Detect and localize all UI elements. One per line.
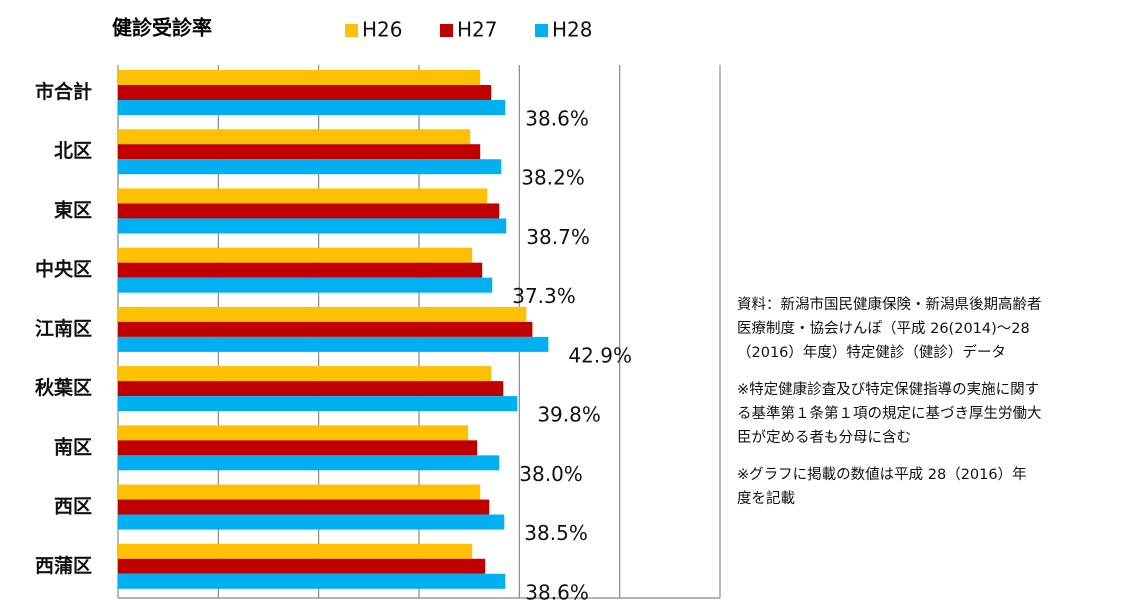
bar	[118, 573, 506, 589]
note-line: ※グラフに掲載の数値は平成 28（2016）年	[737, 467, 1027, 483]
bar	[118, 247, 473, 263]
value-label: 37.3%	[512, 284, 576, 308]
bar	[118, 144, 481, 160]
y-tick-label: 西蒲区	[35, 554, 92, 577]
bar	[118, 366, 492, 382]
value-label: 38.0%	[519, 462, 583, 486]
bar	[118, 218, 507, 234]
y-tick-label: 西区	[54, 496, 92, 518]
bar	[118, 321, 533, 337]
note-line: 度を記載	[737, 491, 795, 507]
note-line: 臣が定める者も分母に含む	[737, 430, 911, 446]
y-tick-label: 東区	[54, 198, 92, 221]
bar	[118, 100, 506, 115]
bar	[118, 499, 490, 515]
note-line: （2016）年度）特定健診（健診）データ	[737, 345, 1006, 361]
legend-label: H27	[457, 18, 498, 42]
value-label: 42.9%	[568, 343, 632, 367]
y-tick-label: 中央区	[35, 258, 92, 281]
value-label: 39.8%	[537, 403, 601, 427]
bar	[118, 336, 549, 352]
note: 資料：新潟市国民健康保険・新潟県後期高齢者 医療制度・協会けんぽ（平成 26(20…	[737, 293, 1042, 365]
legend-swatch	[345, 24, 358, 37]
value-label: 38.5%	[524, 521, 588, 545]
bar	[118, 203, 500, 219]
legend-label: H28	[552, 18, 593, 42]
legend-swatch	[535, 24, 548, 37]
bar	[118, 277, 493, 293]
bar	[118, 70, 481, 85]
bar	[118, 514, 505, 530]
chart-title: 健診受診率	[112, 16, 212, 40]
bar	[118, 425, 469, 441]
bar	[118, 381, 504, 397]
bar	[118, 262, 483, 278]
bar	[118, 129, 471, 145]
bar	[118, 543, 473, 559]
bar	[118, 558, 486, 574]
note-line: 資料：新潟市国民健康保険・新潟県後期高齢者	[737, 297, 1042, 313]
legend-swatch	[440, 24, 453, 37]
y-tick-label: 市合計	[35, 80, 92, 103]
bar	[118, 484, 481, 500]
value-label: 38.7%	[526, 225, 590, 249]
note-line: 医療制度・協会けんぽ（平成 26(2014)～28	[737, 321, 1030, 337]
bar	[118, 455, 500, 471]
legend-label: H26	[362, 18, 403, 42]
notes: 資料：新潟市国民健康保険・新潟県後期高齢者 医療制度・協会けんぽ（平成 26(20…	[737, 293, 1042, 524]
note-line: ※特定健康診査及び特定保健指導の実施に関す	[737, 382, 1040, 398]
value-label: 38.2%	[521, 166, 585, 190]
y-tick-label: 南区	[54, 436, 92, 458]
bar	[118, 440, 478, 456]
bar	[118, 396, 518, 412]
bar	[118, 188, 488, 204]
y-tick-label: 江南区	[35, 318, 92, 340]
y-tick-label: 北区	[54, 140, 92, 162]
value-label: 38.6%	[525, 107, 589, 131]
y-tick-label: 秋葉区	[35, 376, 92, 399]
value-label: 38.6%	[525, 580, 589, 604]
bar	[118, 159, 502, 175]
bar	[118, 306, 527, 322]
note: ※グラフに掲載の数値は平成 28（2016）年 度を記載	[737, 463, 1042, 511]
note: ※特定健康診査及び特定保健指導の実施に関す る基準第１条第１項の規定に基づき厚生労…	[737, 378, 1042, 450]
bar	[118, 85, 492, 100]
note-line: る基準第１条第１項の規定に基づき厚生労働大	[737, 406, 1042, 422]
